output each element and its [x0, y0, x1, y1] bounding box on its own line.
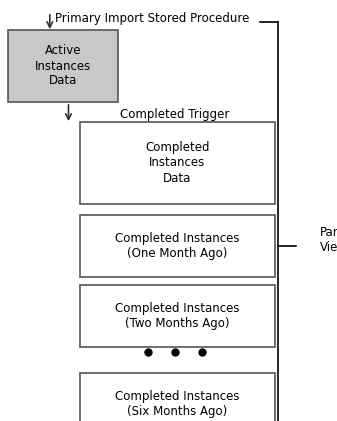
Text: Partitioned
View: Partitioned View [320, 226, 337, 254]
Text: Completed Instances
(Six Months Ago): Completed Instances (Six Months Ago) [115, 390, 240, 418]
Text: Active
Instances
Data: Active Instances Data [35, 45, 91, 88]
Bar [8, 30, 118, 102]
Text: Completed Instances
(Two Months Ago): Completed Instances (Two Months Ago) [115, 302, 240, 330]
Bar [80, 285, 275, 347]
Text: Completed Instances
(One Month Ago): Completed Instances (One Month Ago) [115, 232, 240, 260]
Bar [80, 215, 275, 277]
Bar [80, 122, 275, 204]
Text: Completed Trigger: Completed Trigger [120, 108, 229, 121]
Text: Completed
Instances
Data: Completed Instances Data [145, 141, 210, 184]
Bar [80, 373, 275, 421]
Text: Primary Import Stored Procedure: Primary Import Stored Procedure [55, 12, 249, 25]
